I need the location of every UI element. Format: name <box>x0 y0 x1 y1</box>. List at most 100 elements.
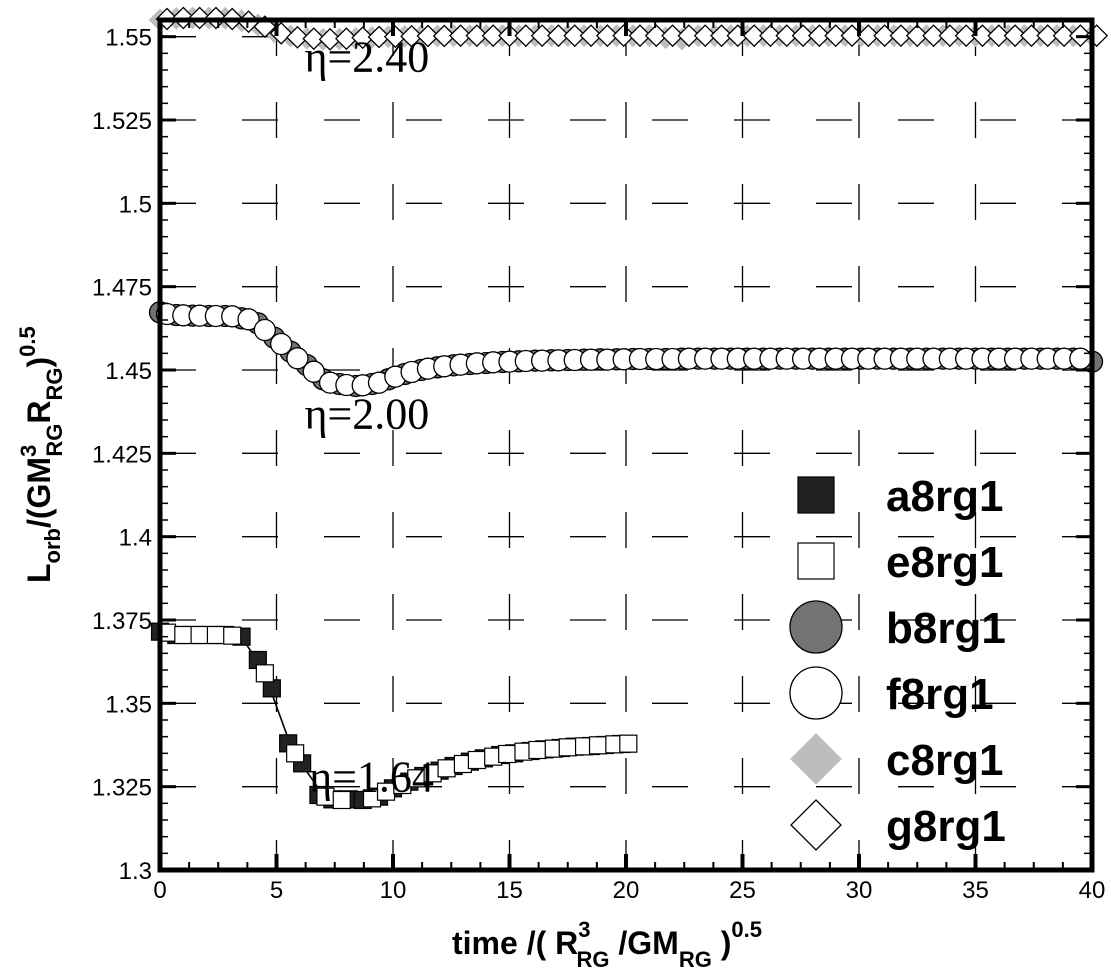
data-point <box>437 759 456 778</box>
data-point <box>775 24 799 48</box>
data-point <box>1052 24 1076 48</box>
y-tick-label: 1.475 <box>92 275 152 302</box>
data-point <box>791 24 815 48</box>
data-point <box>693 24 717 48</box>
data-point <box>530 24 554 48</box>
data-markers <box>148 6 1109 810</box>
annotations: η=2.40 η=2.00 η=1.64 <box>304 33 433 802</box>
data-point <box>628 24 652 48</box>
legend-label: b8rg1 <box>886 604 1006 653</box>
data-point <box>367 25 391 49</box>
data-point <box>579 24 603 48</box>
data-point <box>922 24 945 48</box>
data-point <box>547 24 570 48</box>
legend-label: e8rg1 <box>886 538 1003 587</box>
data-point <box>1036 24 1060 48</box>
data-point <box>987 24 1011 48</box>
data-point <box>595 24 619 48</box>
data-point <box>174 625 193 645</box>
data-point <box>253 318 277 342</box>
data-point <box>873 24 897 48</box>
data-point <box>905 24 929 48</box>
data-point <box>588 736 608 755</box>
legend-marker <box>789 600 843 654</box>
data-point <box>334 27 358 51</box>
x-tick-label: 5 <box>270 877 283 904</box>
data-point <box>318 27 342 51</box>
data-point <box>563 24 587 48</box>
data-point <box>558 738 577 757</box>
data-point <box>255 664 274 683</box>
data-point <box>383 25 407 49</box>
annotation-eta: η=2.40 <box>304 33 429 82</box>
annotation-eta: η=1.64 <box>309 753 434 802</box>
data-point <box>1003 24 1027 48</box>
annotation-eta: η=2.00 <box>304 389 429 438</box>
legend-marker <box>790 733 842 785</box>
plot-frame <box>157 17 1095 873</box>
y-tick-label: 1.35 <box>105 691 152 718</box>
data-point <box>332 790 351 810</box>
data-point <box>514 24 538 48</box>
data-point <box>206 625 226 645</box>
data-point <box>677 24 701 48</box>
data-point <box>644 24 668 48</box>
data-point <box>824 24 848 48</box>
data-point <box>302 27 326 51</box>
y-tick-label: 1.3 <box>119 858 152 885</box>
legend-marker <box>790 799 842 851</box>
legend-label: a8rg1 <box>886 472 1003 521</box>
data-point <box>1069 347 1092 370</box>
data-point <box>400 24 424 48</box>
legend-marker <box>797 476 835 514</box>
data-point <box>351 26 375 50</box>
data-point <box>807 24 831 48</box>
x-tick-label: 25 <box>729 877 756 904</box>
legend-item-e8rg1: e8rg1 <box>797 538 1003 587</box>
x-tick-label: 30 <box>846 877 873 904</box>
data-point <box>302 360 325 383</box>
data-point <box>742 24 766 48</box>
y-tick-label: 1.375 <box>92 608 152 635</box>
data-point <box>432 24 456 48</box>
data-point <box>528 740 547 760</box>
data-point <box>286 347 309 370</box>
data-point <box>286 744 305 763</box>
x-tick-label: 0 <box>153 877 166 904</box>
data-point <box>449 24 472 48</box>
legend-item-g8rg1: g8rg1 <box>790 799 1006 851</box>
x-tick-label: 20 <box>613 877 640 904</box>
data-point <box>190 625 209 645</box>
y-tick-label: 1.325 <box>92 775 152 802</box>
legend-label: g8rg1 <box>886 802 1006 851</box>
legend-marker <box>797 542 835 580</box>
tick-labels: 0 5 10 15 20 25 30 35 40 1.3 1.325 1.35 1.375 1.4 1.42… <box>92 25 1105 904</box>
data-point <box>223 626 242 645</box>
y-tick-label: 1.45 <box>105 358 152 385</box>
data-point <box>467 750 486 770</box>
data-point <box>286 25 309 49</box>
data-point <box>889 24 913 48</box>
y-tick-label: 1.5 <box>119 191 152 218</box>
data-point <box>237 308 260 331</box>
data-point <box>710 24 733 48</box>
data-point <box>954 24 978 48</box>
legend: a8rg1 e8rg1 b8rg1 f8rg1 c8rg1 g8rg1 <box>789 472 1006 851</box>
data-point <box>270 332 293 356</box>
y-tick-label: 1.55 <box>105 25 152 52</box>
data-point <box>481 24 505 48</box>
data-point <box>726 24 750 48</box>
y-tick-label: 1.525 <box>92 108 152 135</box>
legend-item-f8rg1: f8rg1 <box>789 666 994 720</box>
data-point <box>416 24 440 48</box>
y-tick-label: 1.4 <box>119 525 152 552</box>
x-tick-label: 35 <box>962 877 989 904</box>
x-tick-label: 10 <box>380 877 407 904</box>
legend-item-a8rg1: a8rg1 <box>797 472 1003 521</box>
legend-item-b8rg1: b8rg1 <box>789 600 1006 654</box>
data-point <box>1020 24 1043 48</box>
data-point <box>661 24 685 48</box>
x-tick-label: 15 <box>496 877 523 904</box>
y-axis-title: Lorb/(GM3RGRRG)0.5 <box>15 326 67 583</box>
